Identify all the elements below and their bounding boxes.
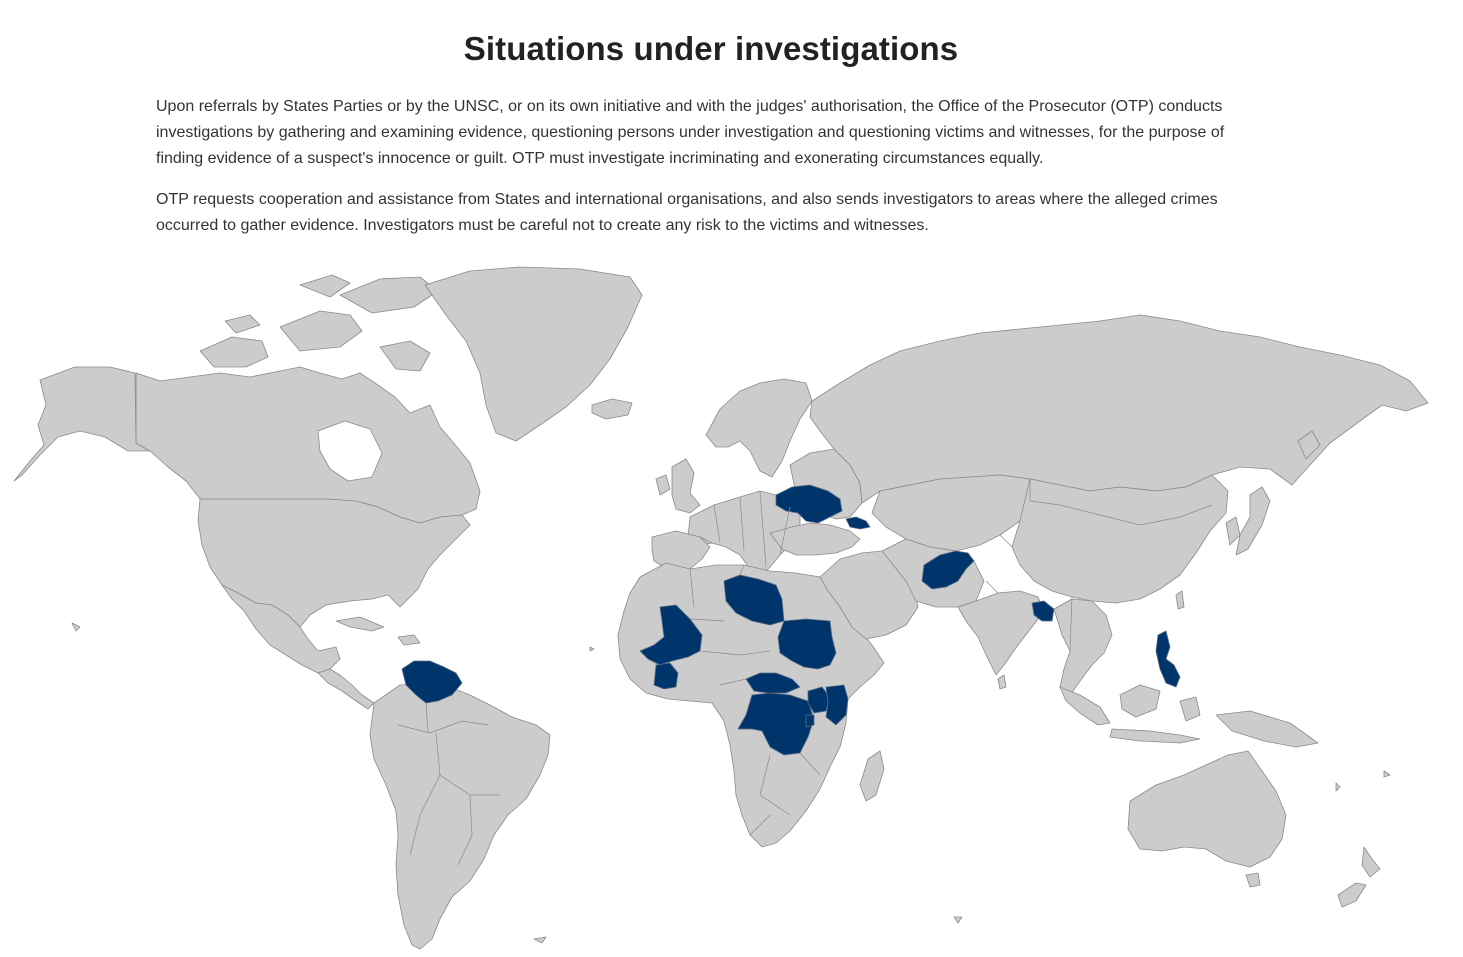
region-australia [1127,750,1287,868]
region-southeast-asia [1053,598,1113,696]
region-central-asia [871,474,1031,552]
region-india [957,590,1045,676]
region-china-mongolia [1011,474,1229,604]
region-madagascar [859,750,885,802]
africa-borders [689,564,821,836]
region-turkey-balkans [769,522,861,556]
region-russia [809,314,1429,504]
region-cuba [335,616,421,646]
country-sudan [777,618,837,670]
intro-paragraph-1: Upon referrals by States Parties or by t… [156,98,1225,167]
world-map-svg [13,266,1429,950]
country-afghanistan [921,550,975,590]
country-mali [639,604,703,666]
country-philippines [1155,630,1181,688]
region-alaska [13,366,151,482]
region-central-america [317,668,375,710]
region-iberia [651,530,711,570]
region-greenland [424,266,643,442]
region-scandinavia [705,378,813,478]
region-sri-lanka-taiwan [997,590,1185,690]
country-central-african-republic [745,672,801,694]
region-tasmania [1245,872,1261,888]
country-georgia [845,516,871,530]
region-indonesia [1059,684,1319,748]
south-america-borders [397,702,500,866]
country-bangladesh-myanmar [1031,600,1055,622]
country-ukraine [775,484,843,524]
country-burundi [805,714,815,728]
world-map [0,255,1463,957]
country-venezuela [401,660,463,704]
page-title: Situations under investigations [463,30,959,67]
region-mexico [221,584,341,674]
region-british-isles [655,458,701,514]
region-south-america [369,682,551,950]
region-korea-japan [1225,430,1321,556]
country-uganda [807,686,831,714]
europe-borders [699,490,791,568]
country-cote-divoire [653,662,679,690]
country-dr-congo [737,692,815,756]
region-middle-east [819,550,919,640]
intro-paragraph-2: OTP requests cooperation and assistance … [156,191,1218,234]
region-hudson-bay-water [317,420,383,482]
region-new-zealand [1337,846,1381,908]
region-canada-islands [199,274,439,372]
country-kenya [825,684,849,726]
asia-borders [985,479,1213,652]
intro-text: Upon referrals by States Parties or by t… [156,94,1266,254]
region-iceland [591,398,633,420]
region-small-islands [71,622,1391,944]
